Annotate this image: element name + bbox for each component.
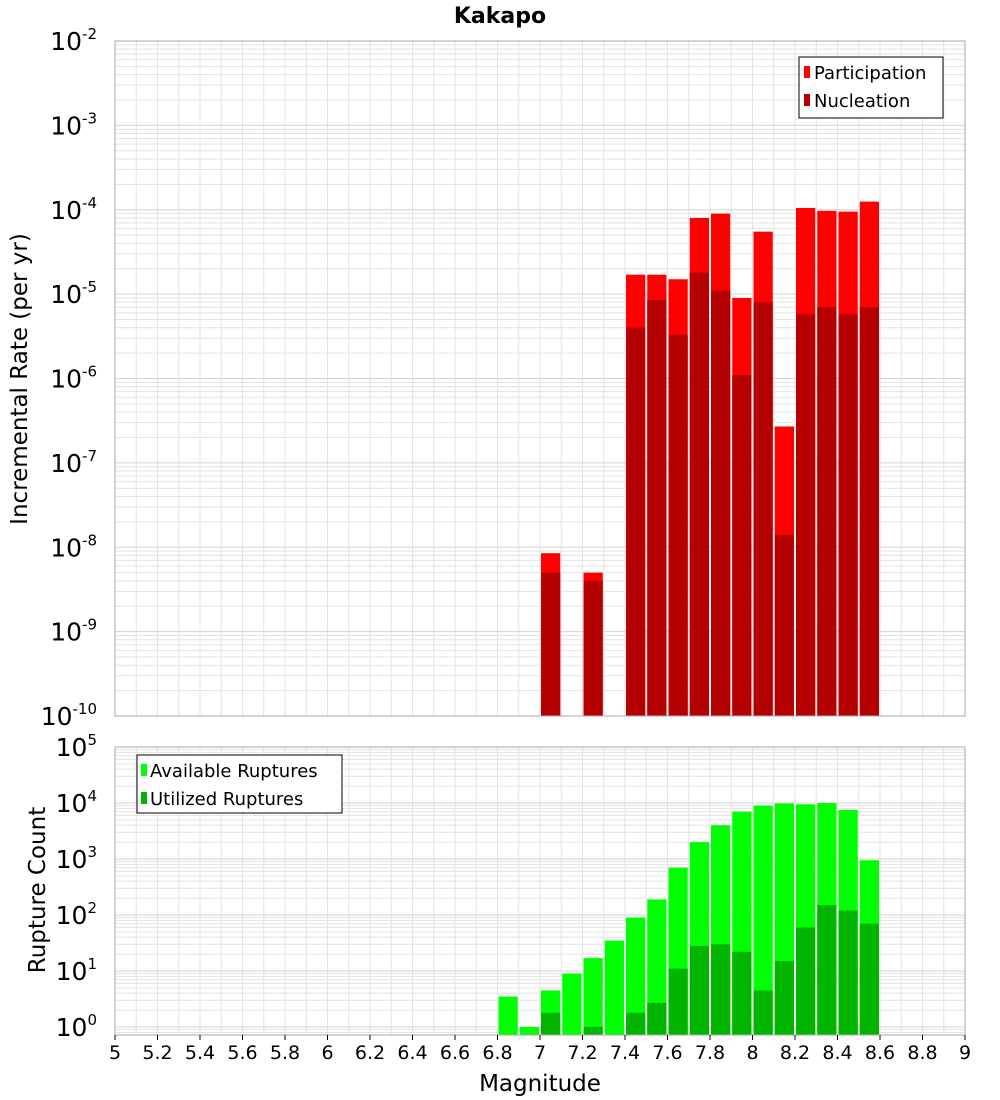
y-tick-label: 10-9 [50, 616, 97, 647]
y-tick-label: 10-6 [50, 363, 97, 394]
x-tick-label: 5.2 [142, 1042, 172, 1064]
available-legend-label: Available Ruptures [150, 761, 318, 782]
x-tick-label: 8.2 [780, 1042, 810, 1064]
utilized-bar [859, 923, 879, 1035]
utilized-bar [583, 1027, 603, 1035]
top-bars [541, 201, 879, 717]
utilized-bar [838, 910, 858, 1035]
available-bar [498, 996, 518, 1035]
nucleation-bar [541, 572, 561, 716]
nucleation-bar [838, 314, 858, 716]
x-tick-label: 7 [534, 1042, 546, 1064]
x-tick-label: 7.8 [695, 1042, 725, 1064]
nucleation-bar [647, 300, 667, 716]
nucleation-bar [626, 327, 646, 716]
y-tick-label: 10-5 [50, 278, 97, 309]
utilized-bar [689, 945, 709, 1035]
x-tick-label: 8.4 [822, 1042, 852, 1064]
available-bar [647, 899, 667, 1035]
chart-title: Kakapo [454, 4, 546, 29]
x-tick-label: 5.6 [227, 1042, 257, 1064]
nucleation-legend-swatch [804, 94, 810, 106]
nucleation-bar [753, 302, 773, 716]
x-tick-label: 5.8 [270, 1042, 300, 1064]
nucleation-bar [774, 534, 794, 716]
y-tick-label: 10-4 [50, 194, 97, 225]
y-tick-label: 10-3 [50, 109, 97, 140]
utilized-legend-swatch [141, 792, 147, 804]
nucleation-bar [732, 375, 752, 716]
y-tick-label: 104 [56, 787, 97, 818]
available-bar [753, 805, 773, 1035]
top-legend-box [798, 56, 944, 119]
x-tick-label: 5 [109, 1042, 121, 1064]
x-tick-label: 6.6 [440, 1042, 470, 1064]
nucleation-bar [583, 580, 603, 716]
available-bar [604, 940, 624, 1035]
utilized-bar [647, 1002, 667, 1035]
bottom-y-ticks: 105 104 103 102 101 100 [56, 731, 97, 1042]
x-tick-label: 7.2 [567, 1042, 597, 1064]
top-plot: 10-2 10-3 10-4 10-5 10-6 10-7 10-8 10-9 10-10 In… [7, 25, 966, 731]
utilized-bar [541, 1012, 561, 1035]
x-tick-label: 6.4 [397, 1042, 427, 1064]
x-tick-label: 8 [746, 1042, 758, 1064]
nucleation-bar [859, 307, 879, 716]
y-tick-label: 103 [56, 843, 97, 874]
bottom-y-axis-title: Rupture Count [25, 807, 51, 973]
bottom-legend-box [136, 754, 343, 814]
x-tick-label: 6.2 [355, 1042, 385, 1064]
bottom-plot: 105 104 103 102 101 100 Rupture Count Availab… [25, 731, 966, 1042]
top-legend: Participation Nucleation [798, 56, 944, 119]
y-tick-label: 10-2 [50, 25, 97, 56]
utilized-bar [732, 951, 752, 1035]
x-axis-title: Magnitude [479, 1071, 601, 1097]
available-bar [519, 1027, 539, 1035]
utilized-bar [711, 944, 731, 1035]
utilized-bar [626, 1012, 646, 1035]
utilized-bar [753, 990, 773, 1035]
x-tick-label: 7.4 [610, 1042, 640, 1064]
available-bar [626, 917, 646, 1035]
available-bar [583, 958, 603, 1035]
y-tick-label: 101 [56, 955, 97, 986]
nucleation-bar [689, 272, 709, 716]
x-tick-label: 9 [959, 1042, 971, 1064]
top-grid [114, 41, 966, 717]
y-tick-label: 102 [56, 899, 97, 930]
y-tick-label: 100 [56, 1011, 97, 1042]
nucleation-bar [796, 314, 816, 716]
x-tick-label: 7.6 [652, 1042, 682, 1064]
bottom-legend: Available Ruptures Utilized Ruptures [136, 754, 343, 814]
bottom-bars [498, 803, 879, 1035]
y-tick-label: 10-8 [50, 531, 97, 562]
top-y-axis-title: Incremental Rate (per yr) [7, 233, 33, 525]
top-plot-border [114, 40, 966, 717]
participation-legend-label: Participation [814, 63, 926, 84]
utilized-bar [668, 968, 688, 1035]
utilized-legend-label: Utilized Ruptures [150, 789, 303, 810]
x-tick-label: 8.6 [865, 1042, 895, 1064]
x-ticks: 5 5.2 5.4 5.6 5.8 6 6.2 6.4 6.6 6.8 7 7.2 7.4 7.6 7.8 8… [109, 1035, 971, 1064]
top-y-ticks: 10-2 10-3 10-4 10-5 10-6 10-7 10-8 10-9 10-10 [41, 25, 97, 731]
y-tick-label: 10-10 [41, 700, 97, 731]
available-legend-swatch [141, 764, 147, 776]
utilized-bar [774, 961, 794, 1035]
participation-legend-swatch [804, 66, 810, 78]
x-tick-label: 6.8 [482, 1042, 512, 1064]
x-tick-label: 6 [321, 1042, 333, 1064]
y-tick-label: 105 [56, 731, 97, 762]
nucleation-bar [668, 334, 688, 716]
x-tick-label: 5.4 [185, 1042, 215, 1064]
utilized-bar [796, 927, 816, 1035]
utilized-bar [817, 905, 837, 1035]
nucleation-legend-label: Nucleation [814, 91, 910, 112]
available-bar [562, 973, 582, 1035]
y-tick-label: 10-7 [50, 447, 97, 478]
nucleation-bar [711, 290, 731, 716]
x-tick-label: 8.8 [907, 1042, 937, 1064]
nucleation-bar [817, 307, 837, 716]
